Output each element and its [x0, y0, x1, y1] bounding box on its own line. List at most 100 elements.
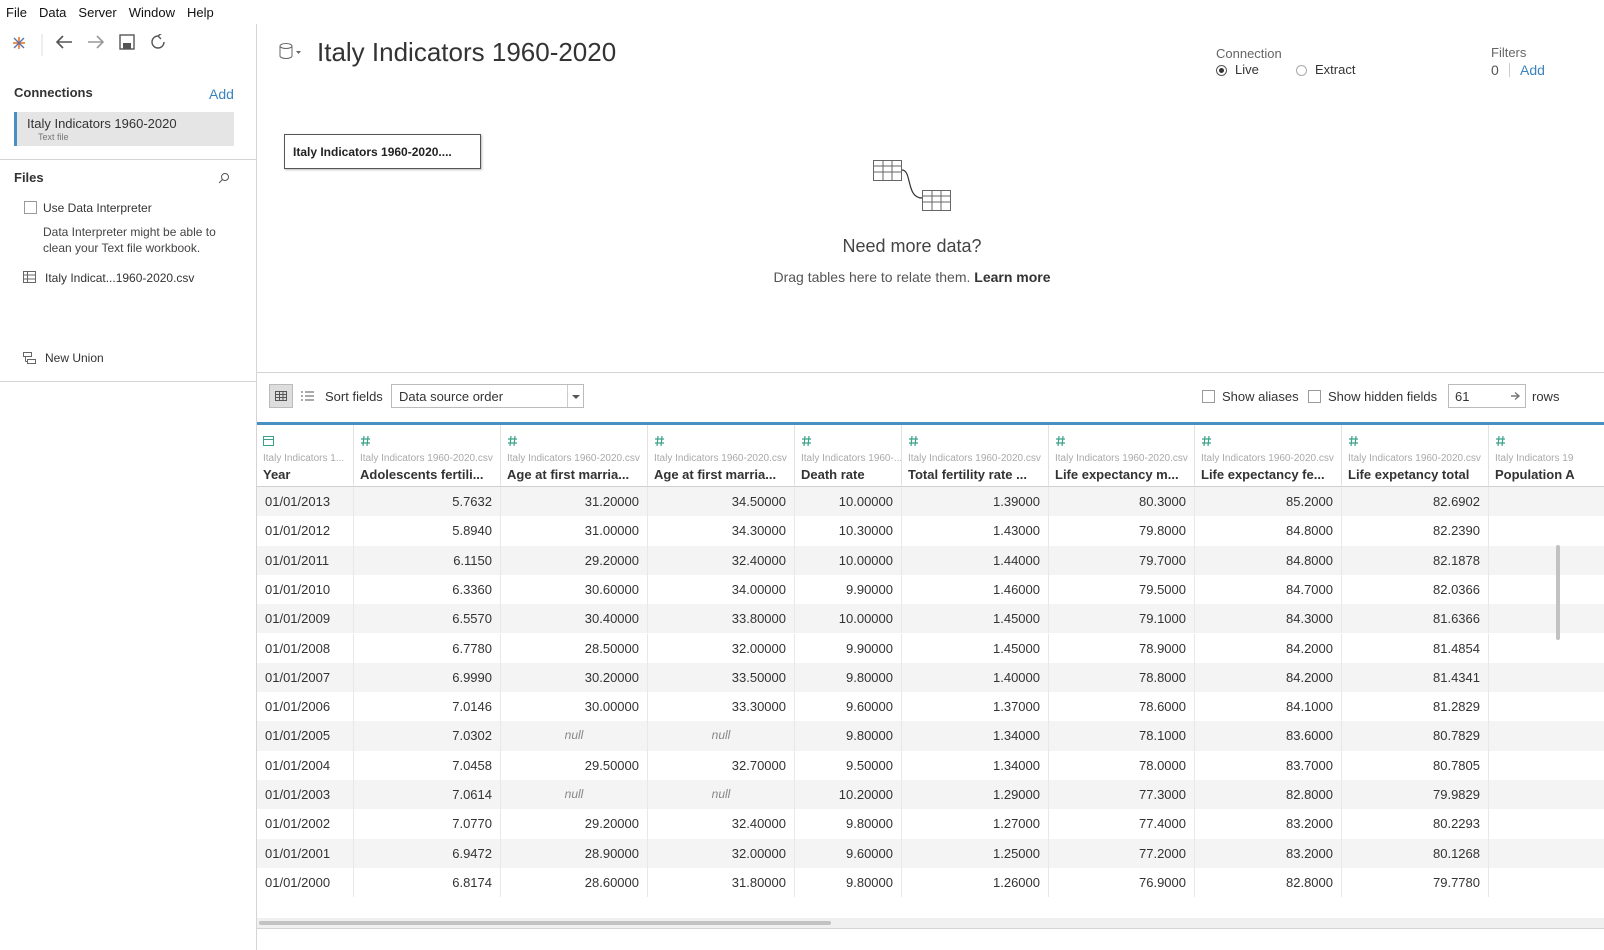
menu-item[interactable]: Window — [128, 5, 175, 20]
aliases-checkbox[interactable] — [1202, 390, 1215, 403]
interpreter-checkbox[interactable] — [24, 201, 37, 214]
h-scroll-thumb[interactable] — [259, 921, 831, 925]
column-header[interactable]: Italy Indicators 1960-2020.csv Adolescent… — [354, 425, 501, 487]
table-cell: 78.1000 — [1049, 721, 1195, 751]
rows-input[interactable]: 61 — [1448, 384, 1526, 408]
table-cell: 81.4341 — [1342, 662, 1489, 693]
separator — [1509, 63, 1510, 77]
menu-item[interactable]: File — [6, 5, 27, 20]
divider — [0, 159, 256, 160]
connection-item[interactable]: Italy Indicators 1960-2020 Text file — [14, 112, 234, 146]
column-header[interactable]: Italy Indicators 1960-2020.csv Total fert… — [902, 425, 1049, 487]
table-cell: 1.37000 — [902, 692, 1049, 722]
column-header[interactable]: Italy Indicators 19 Population A — [1489, 425, 1604, 487]
column-header[interactable]: Italy Indicators 1960-2020.csv Life expet… — [1342, 425, 1489, 487]
column-source: Italy Indicators 1... — [263, 453, 345, 464]
live-label[interactable]: Live — [1235, 62, 1259, 77]
table-cell-empty — [1489, 838, 1604, 868]
search-icon[interactable] — [218, 172, 230, 184]
column-header[interactable]: Italy Indicators 1960-2020.csv Age at fir… — [648, 425, 795, 487]
column-header[interactable]: Italy Indicators 1960-2020.csv Life expec… — [1049, 425, 1195, 487]
table-cell: 6.8174 — [354, 867, 501, 898]
add-connection[interactable]: Add — [209, 86, 234, 102]
table-cell: 1.25000 — [902, 838, 1049, 868]
table-cell-empty — [1489, 545, 1604, 575]
table-cell: 01/01/2013 — [257, 487, 354, 517]
column-header[interactable]: Italy Indicators 1960-2020.csv Life expec… — [1195, 425, 1342, 487]
menu-item[interactable]: Help — [186, 5, 214, 20]
aliases-label: Show aliases — [1222, 389, 1299, 404]
extract-label[interactable]: Extract — [1315, 62, 1356, 77]
table-cell: 80.2293 — [1342, 809, 1489, 839]
column-name: Adolescents fertili... — [360, 467, 484, 482]
table-cell: 31.80000 — [648, 867, 795, 898]
union-icon — [23, 352, 36, 364]
type-icon — [1202, 435, 1211, 447]
column-source: Italy Indicators 1960-2020.csv — [1201, 453, 1334, 464]
hidden-label: Show hidden fields — [1328, 389, 1438, 404]
table-cell: null — [648, 721, 795, 751]
column-source: Italy Indicators 1960-2020.csv — [908, 453, 1041, 464]
list-view-button[interactable] — [300, 389, 316, 403]
table-cell: 85.2000 — [1195, 487, 1342, 517]
new-union[interactable]: New Union — [45, 351, 104, 365]
column-name: Total fertility rate ... — [908, 467, 1027, 482]
hidden-checkbox[interactable] — [1308, 390, 1321, 403]
table-cell: 1.29000 — [902, 780, 1049, 810]
h-scrollbar[interactable] — [257, 918, 1604, 928]
grid-view-button[interactable] — [269, 384, 293, 408]
table-cell: 79.7780 — [1342, 867, 1489, 898]
column-name: Population A — [1495, 467, 1575, 482]
table-cell: 80.3000 — [1049, 487, 1195, 517]
table-cell: 6.9990 — [354, 662, 501, 693]
canvas-table[interactable]: Italy Indicators 1960-2020.... — [284, 134, 481, 169]
icon-part — [1056, 435, 1065, 447]
filters-add[interactable]: Add — [1520, 62, 1545, 78]
rows-go[interactable] — [1510, 391, 1522, 401]
v-scroll-thumb[interactable] — [1556, 545, 1560, 640]
type-icon — [508, 435, 517, 447]
menu-item[interactable]: Data — [38, 5, 67, 20]
table-cell: 9.80000 — [795, 662, 902, 693]
menu-item[interactable]: Server — [78, 5, 117, 20]
table-cell: 79.7000 — [1049, 545, 1195, 575]
separator — [567, 385, 568, 407]
column: Italy Indicators 1960-2020.csv Life expet… — [1342, 425, 1489, 918]
table-cell: 82.6902 — [1342, 487, 1489, 517]
table-cell: 30.20000 — [501, 662, 648, 693]
table-cell: 84.7000 — [1195, 574, 1342, 605]
table-cell: 01/01/2005 — [257, 721, 354, 751]
column: Italy Indicators 1960-2020.csv Adolescent… — [354, 425, 501, 918]
table-cell: 28.50000 — [501, 633, 648, 663]
column-source: Italy Indicators 19 — [1495, 453, 1574, 464]
table-cell: 28.90000 — [501, 838, 648, 868]
file-table[interactable]: Italy Indicat...1960-2020.csv — [45, 271, 195, 285]
column-header[interactable]: Italy Indicators 1... Year — [257, 425, 354, 487]
table-cell: 77.3000 — [1049, 780, 1195, 810]
live-radio[interactable] — [1216, 65, 1227, 76]
column-header[interactable]: Italy Indicators 1960-2020.csv Age at fir… — [501, 425, 648, 487]
table-cell-empty — [1489, 487, 1604, 517]
table-cell: 34.50000 — [648, 487, 795, 517]
column-source: Italy Indicators 1960-2020.csv — [360, 453, 493, 464]
column-header[interactable]: Italy Indicators 1960-... Death rate — [795, 425, 902, 487]
column-source: Italy Indicators 1960-... — [801, 453, 902, 464]
table-cell: 6.7780 — [354, 633, 501, 663]
table-cell: 82.1878 — [1342, 545, 1489, 575]
table-cell: 84.8000 — [1195, 516, 1342, 546]
table-cell: 9.60000 — [795, 838, 902, 868]
table-cell: 1.45000 — [902, 604, 1049, 634]
table-cell: 84.1000 — [1195, 692, 1342, 722]
table-cell: 5.7632 — [354, 487, 501, 517]
table-cell-empty — [1489, 867, 1604, 898]
table-cell: 78.0000 — [1049, 750, 1195, 780]
extract-radio[interactable] — [1296, 65, 1307, 76]
datasource-title[interactable]: Italy Indicators 1960-2020 — [317, 37, 617, 67]
learn-more[interactable]: Learn more — [974, 269, 1051, 285]
table-cell: 31.00000 — [501, 516, 648, 546]
sort-select[interactable]: Data source order — [391, 384, 584, 408]
table-cell: null — [501, 780, 648, 810]
table-cell: 79.1000 — [1049, 604, 1195, 634]
table-cell: 01/01/2002 — [257, 809, 354, 839]
sort-value: Data source order — [399, 389, 504, 404]
